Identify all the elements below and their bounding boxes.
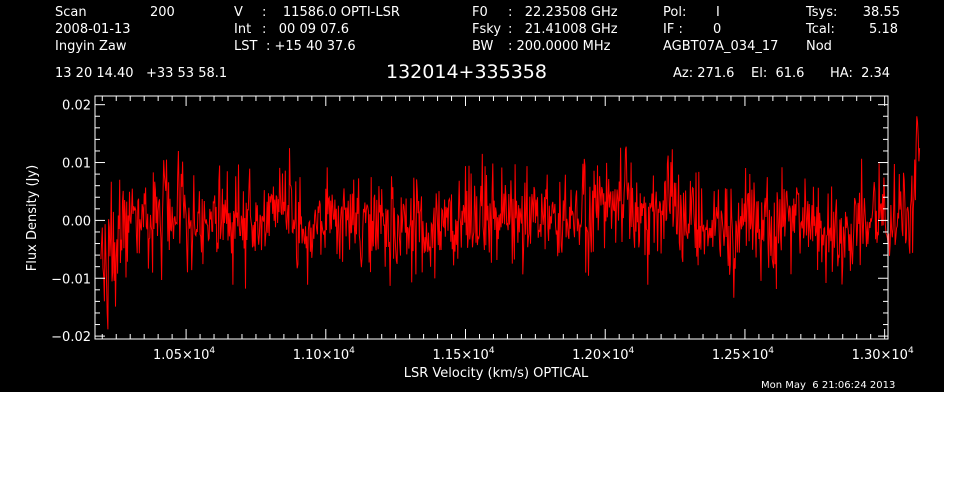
lst-label: LST: [234, 39, 258, 54]
rest-frequency-label: F0: [472, 5, 488, 20]
y-tick-label: −0.01: [51, 272, 91, 287]
observing-mode: Nod: [806, 39, 832, 54]
sky-frequency-label: Fsky: [472, 22, 502, 37]
project-id: AGBT07A_034_17: [663, 39, 779, 54]
x-tick-label: 1.15×104: [432, 346, 494, 363]
plot-frame: [94, 95, 889, 340]
bandwidth-label: BW: [472, 39, 494, 54]
y-tick-label: 0.02: [62, 99, 91, 114]
elevation-readout: El: 61.6: [751, 66, 805, 81]
render-timestamp: Mon May 6 21:06:24 2013: [761, 380, 896, 391]
spectrum-panel: Scan 200 2008-01-13 Ingyin Zaw 13 20 14.…: [0, 0, 944, 392]
tsys-label: Tsys:: [806, 5, 838, 20]
sky-frequency-value: : 21.41008 GHz: [508, 22, 618, 37]
spectrum-trace: [100, 116, 921, 330]
azimuth-readout: Az: 271.6: [673, 66, 735, 81]
scan-label: Scan: [55, 5, 87, 20]
y-tick-label: 0.01: [62, 157, 91, 172]
scan-value: 200: [150, 5, 175, 20]
bandwidth-value: : 200.0000 MHz: [508, 39, 611, 54]
rest-frequency-value: : 22.23508 GHz: [508, 5, 618, 20]
polarization-label: Pol:: [663, 5, 687, 20]
if-label: IF :: [663, 22, 683, 37]
x-axis-label: LSR Velocity (km/s) OPTICAL: [404, 366, 589, 381]
tsys-value: 38.55: [862, 5, 900, 20]
y-tick-label: 0.00: [62, 214, 91, 229]
source-coordinates: 13 20 14.40 +33 53 58.1: [55, 66, 228, 81]
integration-value: : 00 09 07.6: [262, 22, 350, 37]
spectrum-chart: 1.05×104 1.10×104 1.15×104 1.20×104 1.25×104…: [25, 95, 921, 381]
lst-value: : +15 40 37.6: [266, 39, 356, 54]
tcal-value: 5.18: [869, 22, 898, 37]
observation-date: 2008-01-13: [55, 22, 131, 37]
polarization-value: I: [716, 5, 720, 20]
source-name: 132014+335358: [386, 61, 547, 83]
velocity-label: V: [234, 5, 243, 20]
tcal-label: Tcal:: [806, 22, 835, 37]
if-value: 0: [713, 22, 722, 37]
x-tick-label: 1.20×104: [572, 346, 634, 363]
integration-label: Int: [234, 22, 252, 37]
x-tick-label: 1.25×104: [712, 346, 774, 363]
observer-name: Ingyin Zaw: [55, 39, 127, 54]
x-tick-label: 1.30×104: [852, 346, 914, 363]
y-axis-label: Flux Density (Jy): [25, 165, 40, 271]
hour-angle-readout: HA: 2.34: [830, 66, 891, 81]
velocity-value: : 11586.0 OPTI-LSR: [262, 5, 400, 20]
x-tick-label: 1.10×104: [293, 346, 355, 363]
x-tick-label: 1.05×104: [153, 346, 215, 363]
y-tick-label: −0.02: [51, 330, 91, 345]
